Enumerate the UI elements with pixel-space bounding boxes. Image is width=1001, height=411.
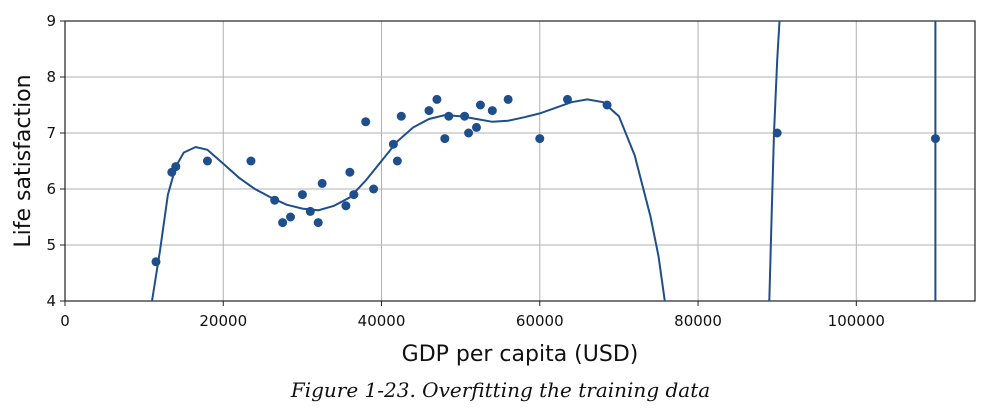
- data-point: [171, 162, 181, 172]
- y-tick-label: 8: [46, 68, 56, 86]
- data-point: [444, 111, 454, 121]
- data-point: [388, 139, 398, 149]
- data-point: [440, 134, 450, 144]
- x-tick-labels: 0 20000 40000 60000 80000 100000: [60, 312, 885, 330]
- grid: [60, 20, 975, 306]
- data-point: [460, 111, 470, 121]
- y-tick-label: 9: [46, 12, 56, 30]
- fit-curve-segment: [768, 20, 781, 302]
- plot-frame: [64, 20, 976, 302]
- x-tick-label: 0: [60, 312, 70, 330]
- data-point: [270, 195, 280, 205]
- data-point: [317, 178, 327, 188]
- x-tick-label: 60000: [516, 312, 564, 330]
- data-point: [361, 117, 371, 127]
- data-point: [772, 128, 782, 138]
- data-point: [297, 190, 307, 200]
- data-point: [602, 100, 612, 110]
- data-point: [475, 100, 485, 110]
- data-point: [345, 167, 355, 177]
- data-point: [305, 206, 315, 216]
- data-point: [562, 94, 572, 104]
- x-tick-label: 80000: [674, 312, 722, 330]
- data-point: [313, 218, 323, 228]
- data-point: [369, 184, 379, 194]
- data-point: [432, 94, 442, 104]
- data-point: [464, 128, 474, 138]
- data-point: [202, 156, 212, 166]
- figure-caption: Figure 1-23. Overfitting the training da…: [290, 378, 711, 402]
- y-tick-labels: 4 5 6 7 8 9: [46, 12, 56, 310]
- y-tick-label: 6: [46, 180, 56, 198]
- x-axis-label: GDP per capita (USD): [402, 342, 639, 367]
- x-tick-label: 40000: [358, 312, 406, 330]
- data-point: [341, 201, 351, 211]
- polynomial-fit-lines: [151, 20, 937, 302]
- x-tick-label: 20000: [199, 312, 247, 330]
- data-point: [151, 257, 161, 267]
- y-axis-label: Life satisfaction: [11, 74, 36, 247]
- data-point: [535, 134, 545, 144]
- data-point: [471, 122, 481, 132]
- x-tick-label: 100000: [828, 312, 885, 330]
- fit-curve-main: [151, 98, 666, 302]
- data-point: [278, 218, 288, 228]
- data-point: [424, 106, 434, 116]
- data-point: [396, 111, 406, 121]
- data-point: [930, 134, 940, 144]
- data-point: [349, 190, 359, 200]
- y-tick-label: 4: [46, 292, 56, 310]
- data-point: [487, 106, 497, 116]
- data-point: [503, 94, 513, 104]
- y-tick-label: 5: [46, 236, 56, 254]
- overfitting-chart: 0 20000 40000 60000 80000 100000 4 5 6 7 8 9 GDP p…: [11, 12, 976, 367]
- data-point: [246, 156, 256, 166]
- data-point: [286, 212, 296, 222]
- y-tick-label: 7: [46, 124, 56, 142]
- data-point: [392, 156, 402, 166]
- data-points: [151, 94, 940, 267]
